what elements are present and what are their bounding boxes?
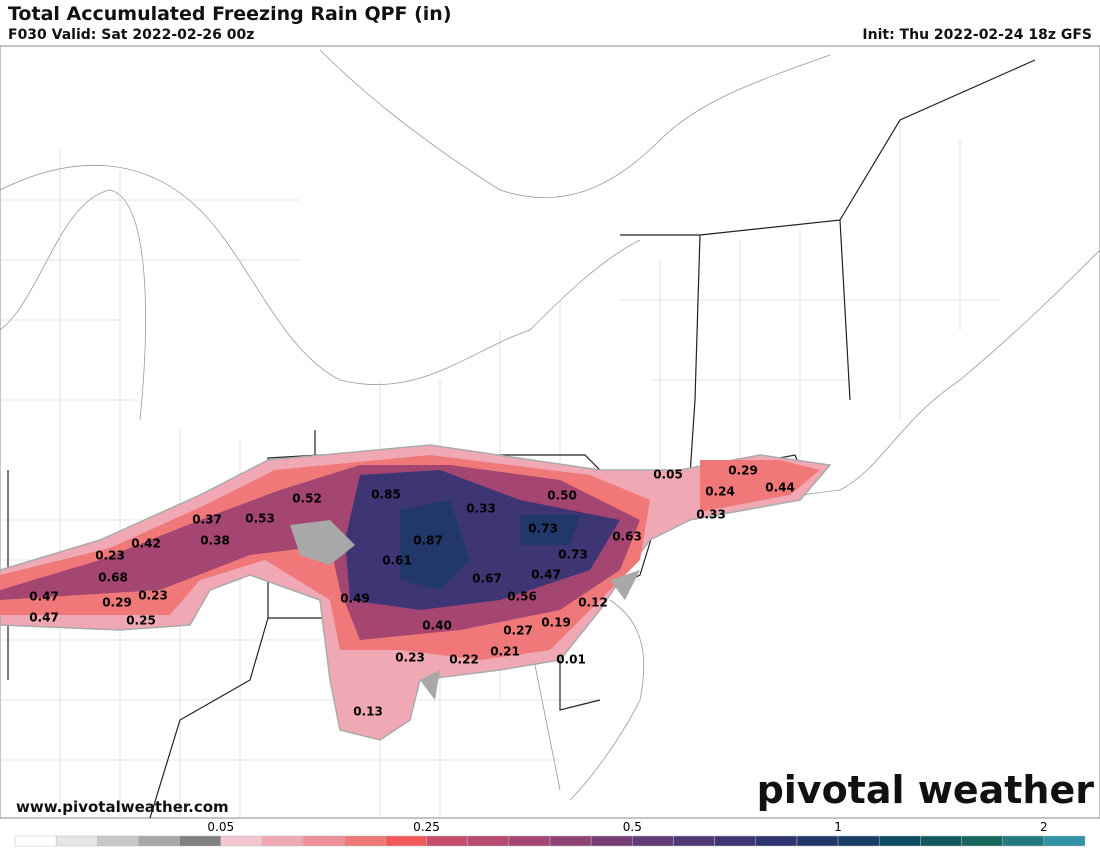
colorbar-swatch bbox=[179, 835, 222, 847]
point-label: 0.05 bbox=[653, 468, 683, 482]
point-label: 0.24 bbox=[705, 485, 735, 499]
colorbar-tick-label: 1 bbox=[834, 820, 842, 834]
point-label: 0.63 bbox=[612, 530, 642, 544]
point-label: 0.67 bbox=[472, 572, 502, 586]
colorbar-swatch bbox=[632, 835, 674, 847]
point-label: 0.13 bbox=[353, 705, 383, 719]
colorbar-swatch bbox=[220, 835, 263, 847]
point-label: 0.56 bbox=[507, 590, 537, 604]
point-label: 0.40 bbox=[422, 619, 452, 633]
point-label: 0.87 bbox=[413, 534, 443, 548]
point-label: 0.23 bbox=[138, 589, 168, 603]
init-time: Init: Thu 2022-02-24 18z GFS bbox=[862, 27, 1092, 43]
point-label: 0.27 bbox=[503, 624, 533, 638]
colorbar-swatch bbox=[961, 835, 1003, 847]
point-label: 0.22 bbox=[449, 653, 479, 667]
colorbar-swatch bbox=[508, 835, 551, 847]
colorbar-swatch bbox=[14, 835, 57, 847]
point-label: 0.47 bbox=[29, 590, 59, 604]
point-label: 0.37 bbox=[192, 513, 222, 527]
point-label: 0.12 bbox=[578, 596, 608, 610]
point-label: 0.42 bbox=[131, 537, 161, 551]
colorbar-swatch bbox=[590, 835, 633, 847]
point-label: 0.21 bbox=[490, 645, 520, 659]
colorbar-swatch bbox=[302, 835, 345, 847]
point-label: 0.01 bbox=[556, 653, 586, 667]
colorbar-swatch bbox=[755, 835, 798, 847]
point-label: 0.19 bbox=[541, 616, 571, 630]
point-label: 0.29 bbox=[728, 464, 758, 478]
point-labels: 0.85 0.52 0.53 0.37 0.42 0.23 0.68 0.38 0.47 0.29… bbox=[29, 464, 795, 719]
colorbar-tick-label: 0.05 bbox=[207, 820, 234, 834]
colorbar-tick-label: 0.5 bbox=[623, 820, 642, 834]
colorbar-swatch bbox=[385, 835, 427, 847]
colorbar-tick-label: 0.25 bbox=[413, 820, 440, 834]
title: Total Accumulated Freezing Rain QPF (in) bbox=[8, 3, 452, 25]
valid-time: F030 Valid: Sat 2022-02-26 00z bbox=[8, 27, 255, 43]
colorbar-swatch bbox=[920, 835, 962, 847]
point-label: 0.25 bbox=[126, 614, 156, 628]
point-label: 0.23 bbox=[395, 651, 425, 665]
colorbar: 0.05 0.25 0.5 1 2 bbox=[14, 820, 1086, 847]
point-label: 0.38 bbox=[200, 534, 230, 548]
freezing-rain-field bbox=[0, 444, 832, 741]
point-label: 0.68 bbox=[98, 571, 128, 585]
point-label: 0.53 bbox=[245, 512, 275, 526]
point-label: 0.33 bbox=[696, 508, 726, 522]
colorbar-swatch bbox=[837, 835, 880, 847]
point-label: 0.85 bbox=[371, 488, 401, 502]
colorbar-swatch bbox=[261, 835, 304, 847]
colorbar-swatch bbox=[549, 835, 592, 847]
point-label: 0.52 bbox=[292, 492, 322, 506]
point-label: 0.73 bbox=[528, 522, 558, 536]
colorbar-tick-label: 2 bbox=[1040, 820, 1048, 834]
point-label: 0.49 bbox=[340, 592, 370, 606]
point-label: 0.47 bbox=[29, 611, 59, 625]
point-label: 0.61 bbox=[382, 554, 412, 568]
point-label: 0.29 bbox=[102, 596, 132, 610]
point-label: 0.47 bbox=[531, 568, 561, 582]
map-frame bbox=[0, 45, 1100, 819]
colorbar-swatch bbox=[426, 835, 468, 847]
colorbar-swatch bbox=[138, 835, 180, 847]
colorbar-swatch bbox=[55, 835, 98, 847]
colorbar-swatch bbox=[1002, 835, 1045, 847]
colorbar-swatch bbox=[1043, 835, 1086, 847]
point-label: 0.73 bbox=[558, 548, 588, 562]
colorbar-swatch bbox=[467, 835, 510, 847]
colorbar-swatch bbox=[673, 835, 715, 847]
point-label: 0.33 bbox=[466, 502, 496, 516]
point-label: 0.23 bbox=[95, 549, 125, 563]
colorbar-swatch bbox=[97, 835, 139, 847]
site-watermark: www.pivotalweather.com bbox=[16, 798, 229, 816]
point-label: 0.50 bbox=[547, 489, 577, 503]
logo: pivotal weather bbox=[757, 768, 1095, 812]
colorbar-swatch bbox=[878, 835, 921, 847]
colorbar-swatch bbox=[343, 835, 386, 847]
colorbar-swatch bbox=[714, 835, 757, 847]
point-label: 0.44 bbox=[765, 481, 795, 495]
colorbar-swatch bbox=[796, 835, 839, 847]
